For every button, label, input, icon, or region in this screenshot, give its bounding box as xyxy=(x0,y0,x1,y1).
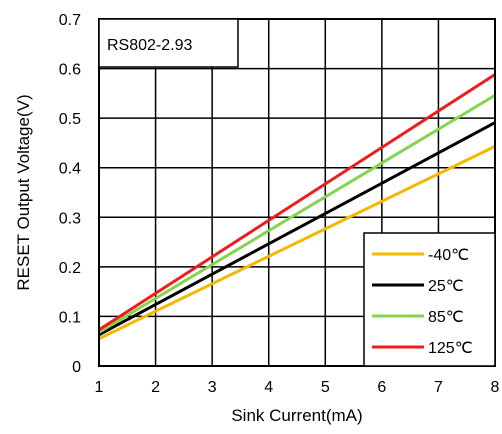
x-tick-label: 2 xyxy=(151,379,160,396)
legend-label: 25℃ xyxy=(428,278,464,295)
y-tick-labels: 0 0.1 0.2 0.3 0.4 0.5 0.6 0.7 xyxy=(59,12,81,376)
x-axis-label: Sink Current(mA) xyxy=(231,406,362,425)
grid xyxy=(99,19,495,366)
plot-frame xyxy=(98,18,496,367)
y-tick-label: 0.5 xyxy=(59,111,81,128)
series-line xyxy=(98,94,496,334)
x-tick-labels: 1 2 3 4 5 6 7 8 xyxy=(95,379,500,396)
series-lines xyxy=(98,73,496,341)
legend-label: 85℃ xyxy=(428,309,464,326)
annotation-box xyxy=(98,18,239,68)
x-tick-label: 5 xyxy=(321,379,330,396)
y-tick-label: 0.1 xyxy=(59,309,81,326)
series-line xyxy=(98,73,496,332)
legend: -40℃ 25℃ 85℃ 125℃ xyxy=(363,232,496,367)
y-tick-label: 0.4 xyxy=(59,161,81,178)
y-tick-label: 0.3 xyxy=(59,210,81,227)
x-tick-label: 7 xyxy=(434,379,443,396)
y-tick-label: 0 xyxy=(72,359,81,376)
y-axis-label: RESET Output Voltage(V) xyxy=(14,94,33,290)
legend-label: -40℃ xyxy=(428,247,469,264)
annotation-label: RS802-2.93 xyxy=(107,37,192,54)
x-tick-label: 1 xyxy=(95,379,104,396)
x-tick-label: 4 xyxy=(264,379,273,396)
series-line xyxy=(98,145,496,341)
x-tick-label: 6 xyxy=(377,379,386,396)
x-tick-label: 3 xyxy=(208,379,217,396)
y-tick-label: 0.6 xyxy=(59,62,81,79)
y-tick-label: 0.7 xyxy=(59,12,81,29)
x-tick-label: 8 xyxy=(491,379,500,396)
y-tick-label: 0.2 xyxy=(59,260,81,277)
legend-label: 125℃ xyxy=(428,340,473,357)
series-line xyxy=(98,121,496,337)
